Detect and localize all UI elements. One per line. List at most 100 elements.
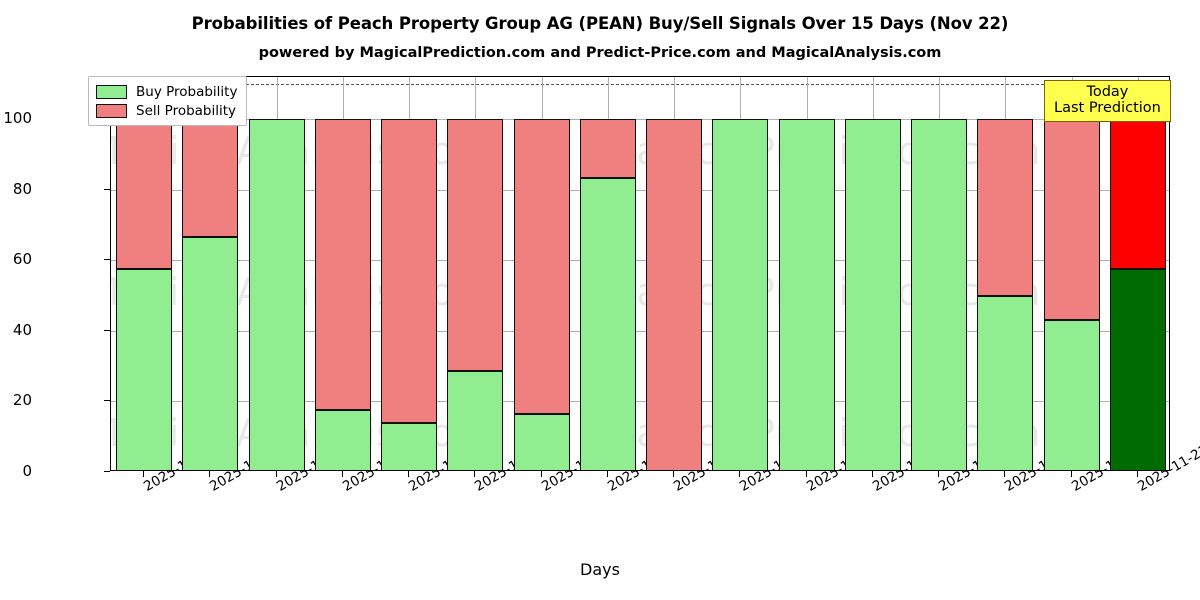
x-tick-label: 2025-11-21 bbox=[1134, 441, 1200, 495]
x-tick-label: 2025-11-07 bbox=[472, 441, 549, 495]
y-tick-label: 100 bbox=[3, 109, 32, 128]
bar-stacked bbox=[513, 77, 570, 470]
today-label-line1: Today bbox=[1086, 84, 1129, 100]
legend-item-buy: Buy Probability bbox=[96, 82, 237, 101]
x-tick-mark bbox=[408, 471, 410, 477]
bar-stacked bbox=[314, 77, 371, 470]
x-tick-mark bbox=[275, 471, 277, 477]
bar-stacked bbox=[182, 77, 239, 470]
x-tick-mark bbox=[938, 471, 940, 477]
x-tick-label: 2025-11-20 bbox=[1068, 441, 1145, 495]
bar-segment-sell bbox=[579, 119, 636, 178]
chart-title: Probabilities of Peach Property Group AG… bbox=[191, 14, 1009, 33]
bar-segment-buy bbox=[381, 422, 438, 470]
x-axis-label: Days bbox=[580, 560, 620, 579]
today-last-prediction-annotation: Today Last Prediction bbox=[1044, 80, 1171, 123]
y-tick-label: 60 bbox=[12, 250, 32, 269]
x-tick-mark bbox=[871, 471, 873, 477]
bar-segment-sell bbox=[182, 119, 239, 238]
bar-stacked bbox=[116, 77, 173, 470]
legend-item-sell: Sell Probability bbox=[96, 101, 237, 120]
bar-segment-buy bbox=[778, 119, 835, 470]
bar-stacked bbox=[248, 77, 305, 470]
x-tick-label: 2025-11-05 bbox=[339, 441, 416, 495]
chart-subtitle: powered by MagicalPrediction.com and Pre… bbox=[258, 45, 942, 61]
bar-segment-buy bbox=[248, 119, 305, 470]
gridline-horizontal bbox=[111, 330, 1169, 332]
y-tick-mark bbox=[104, 329, 110, 331]
bar-stacked bbox=[1043, 77, 1100, 470]
gridline-horizontal bbox=[111, 401, 1169, 403]
bar-segment-buy bbox=[182, 237, 239, 470]
bar-segment-buy bbox=[1109, 269, 1166, 470]
gridline-horizontal bbox=[111, 260, 1169, 262]
gridline-horizontal bbox=[111, 119, 1169, 121]
bar-segment-sell bbox=[1109, 119, 1166, 270]
x-tick-label: 2025-10-31 bbox=[141, 441, 218, 495]
bar-stacked bbox=[911, 77, 968, 470]
legend-swatch-sell bbox=[96, 103, 127, 118]
bar-stacked bbox=[447, 77, 504, 470]
x-tick-label: 2025-11-04 bbox=[273, 441, 350, 495]
x-tick-mark bbox=[341, 471, 343, 477]
y-tick-label: 40 bbox=[12, 320, 32, 339]
bar-today bbox=[1109, 77, 1166, 470]
today-label-line2: Last Prediction bbox=[1054, 100, 1161, 117]
bar-segment-buy bbox=[116, 269, 173, 470]
legend-label-sell: Sell Probability bbox=[136, 102, 237, 119]
y-tick-mark bbox=[104, 471, 110, 472]
x-tick-label: 2025-11-19 bbox=[1002, 441, 1079, 495]
y-tick-mark bbox=[104, 400, 110, 402]
x-tick-label: 2025-11-14 bbox=[803, 441, 880, 495]
bar-segment-sell bbox=[314, 119, 371, 411]
bar-stacked bbox=[844, 77, 901, 470]
gridline-horizontal bbox=[111, 189, 1169, 191]
bar-segment-buy bbox=[977, 295, 1034, 470]
bar-stacked bbox=[778, 77, 835, 470]
x-tick-label: 2025-11-13 bbox=[737, 441, 814, 495]
y-tick-mark bbox=[104, 259, 110, 261]
x-tick-label: 2025-11-12 bbox=[671, 441, 748, 495]
x-tick-mark bbox=[739, 471, 741, 477]
bar-segment-buy bbox=[712, 119, 769, 470]
y-tick-mark bbox=[104, 188, 110, 190]
bar-stacked bbox=[646, 77, 703, 470]
x-tick-mark bbox=[143, 471, 145, 477]
y-tick-label: 20 bbox=[12, 391, 32, 410]
bar-segment-buy bbox=[1043, 319, 1100, 470]
bar-stacked bbox=[977, 77, 1034, 470]
x-tick-mark bbox=[1136, 471, 1138, 477]
bar-segment-buy bbox=[314, 410, 371, 470]
x-tick-mark bbox=[673, 471, 675, 477]
x-tick-mark bbox=[209, 471, 211, 477]
bar-segment-sell bbox=[447, 119, 504, 371]
x-tick-mark bbox=[1070, 471, 1072, 477]
x-tick-label: 2025-11-11 bbox=[604, 441, 681, 495]
x-tick-mark bbox=[606, 471, 608, 477]
legend-label-buy: Buy Probability bbox=[136, 83, 238, 100]
x-tick-label: 2025-11-10 bbox=[538, 441, 615, 495]
x-tick-label: 2025-11-03 bbox=[207, 441, 284, 495]
bar-segment-buy bbox=[513, 414, 570, 470]
bar-segment-buy bbox=[911, 119, 968, 470]
x-tick-mark bbox=[540, 471, 542, 477]
bar-segment-buy bbox=[579, 177, 636, 470]
bar-segment-sell bbox=[381, 119, 438, 423]
x-tick-mark bbox=[805, 471, 807, 477]
bar-segment-sell bbox=[513, 119, 570, 415]
x-tick-label: 2025-11-18 bbox=[936, 441, 1013, 495]
bar-stacked bbox=[712, 77, 769, 470]
bar-segment-sell bbox=[646, 119, 703, 470]
x-tick-mark bbox=[474, 471, 476, 477]
bar-segment-sell bbox=[116, 119, 173, 270]
legend-swatch-buy bbox=[96, 84, 127, 99]
bar-segment-buy bbox=[447, 370, 504, 470]
x-tick-mark bbox=[1004, 471, 1006, 477]
y-tick-label: 80 bbox=[12, 179, 32, 198]
bar-stacked bbox=[381, 77, 438, 470]
y-tick-label: 0 bbox=[22, 462, 32, 480]
bar-segment-sell bbox=[1043, 119, 1100, 320]
reference-line-dashed bbox=[111, 84, 1169, 86]
chart-legend: Buy Probability Sell Probability bbox=[88, 76, 248, 126]
